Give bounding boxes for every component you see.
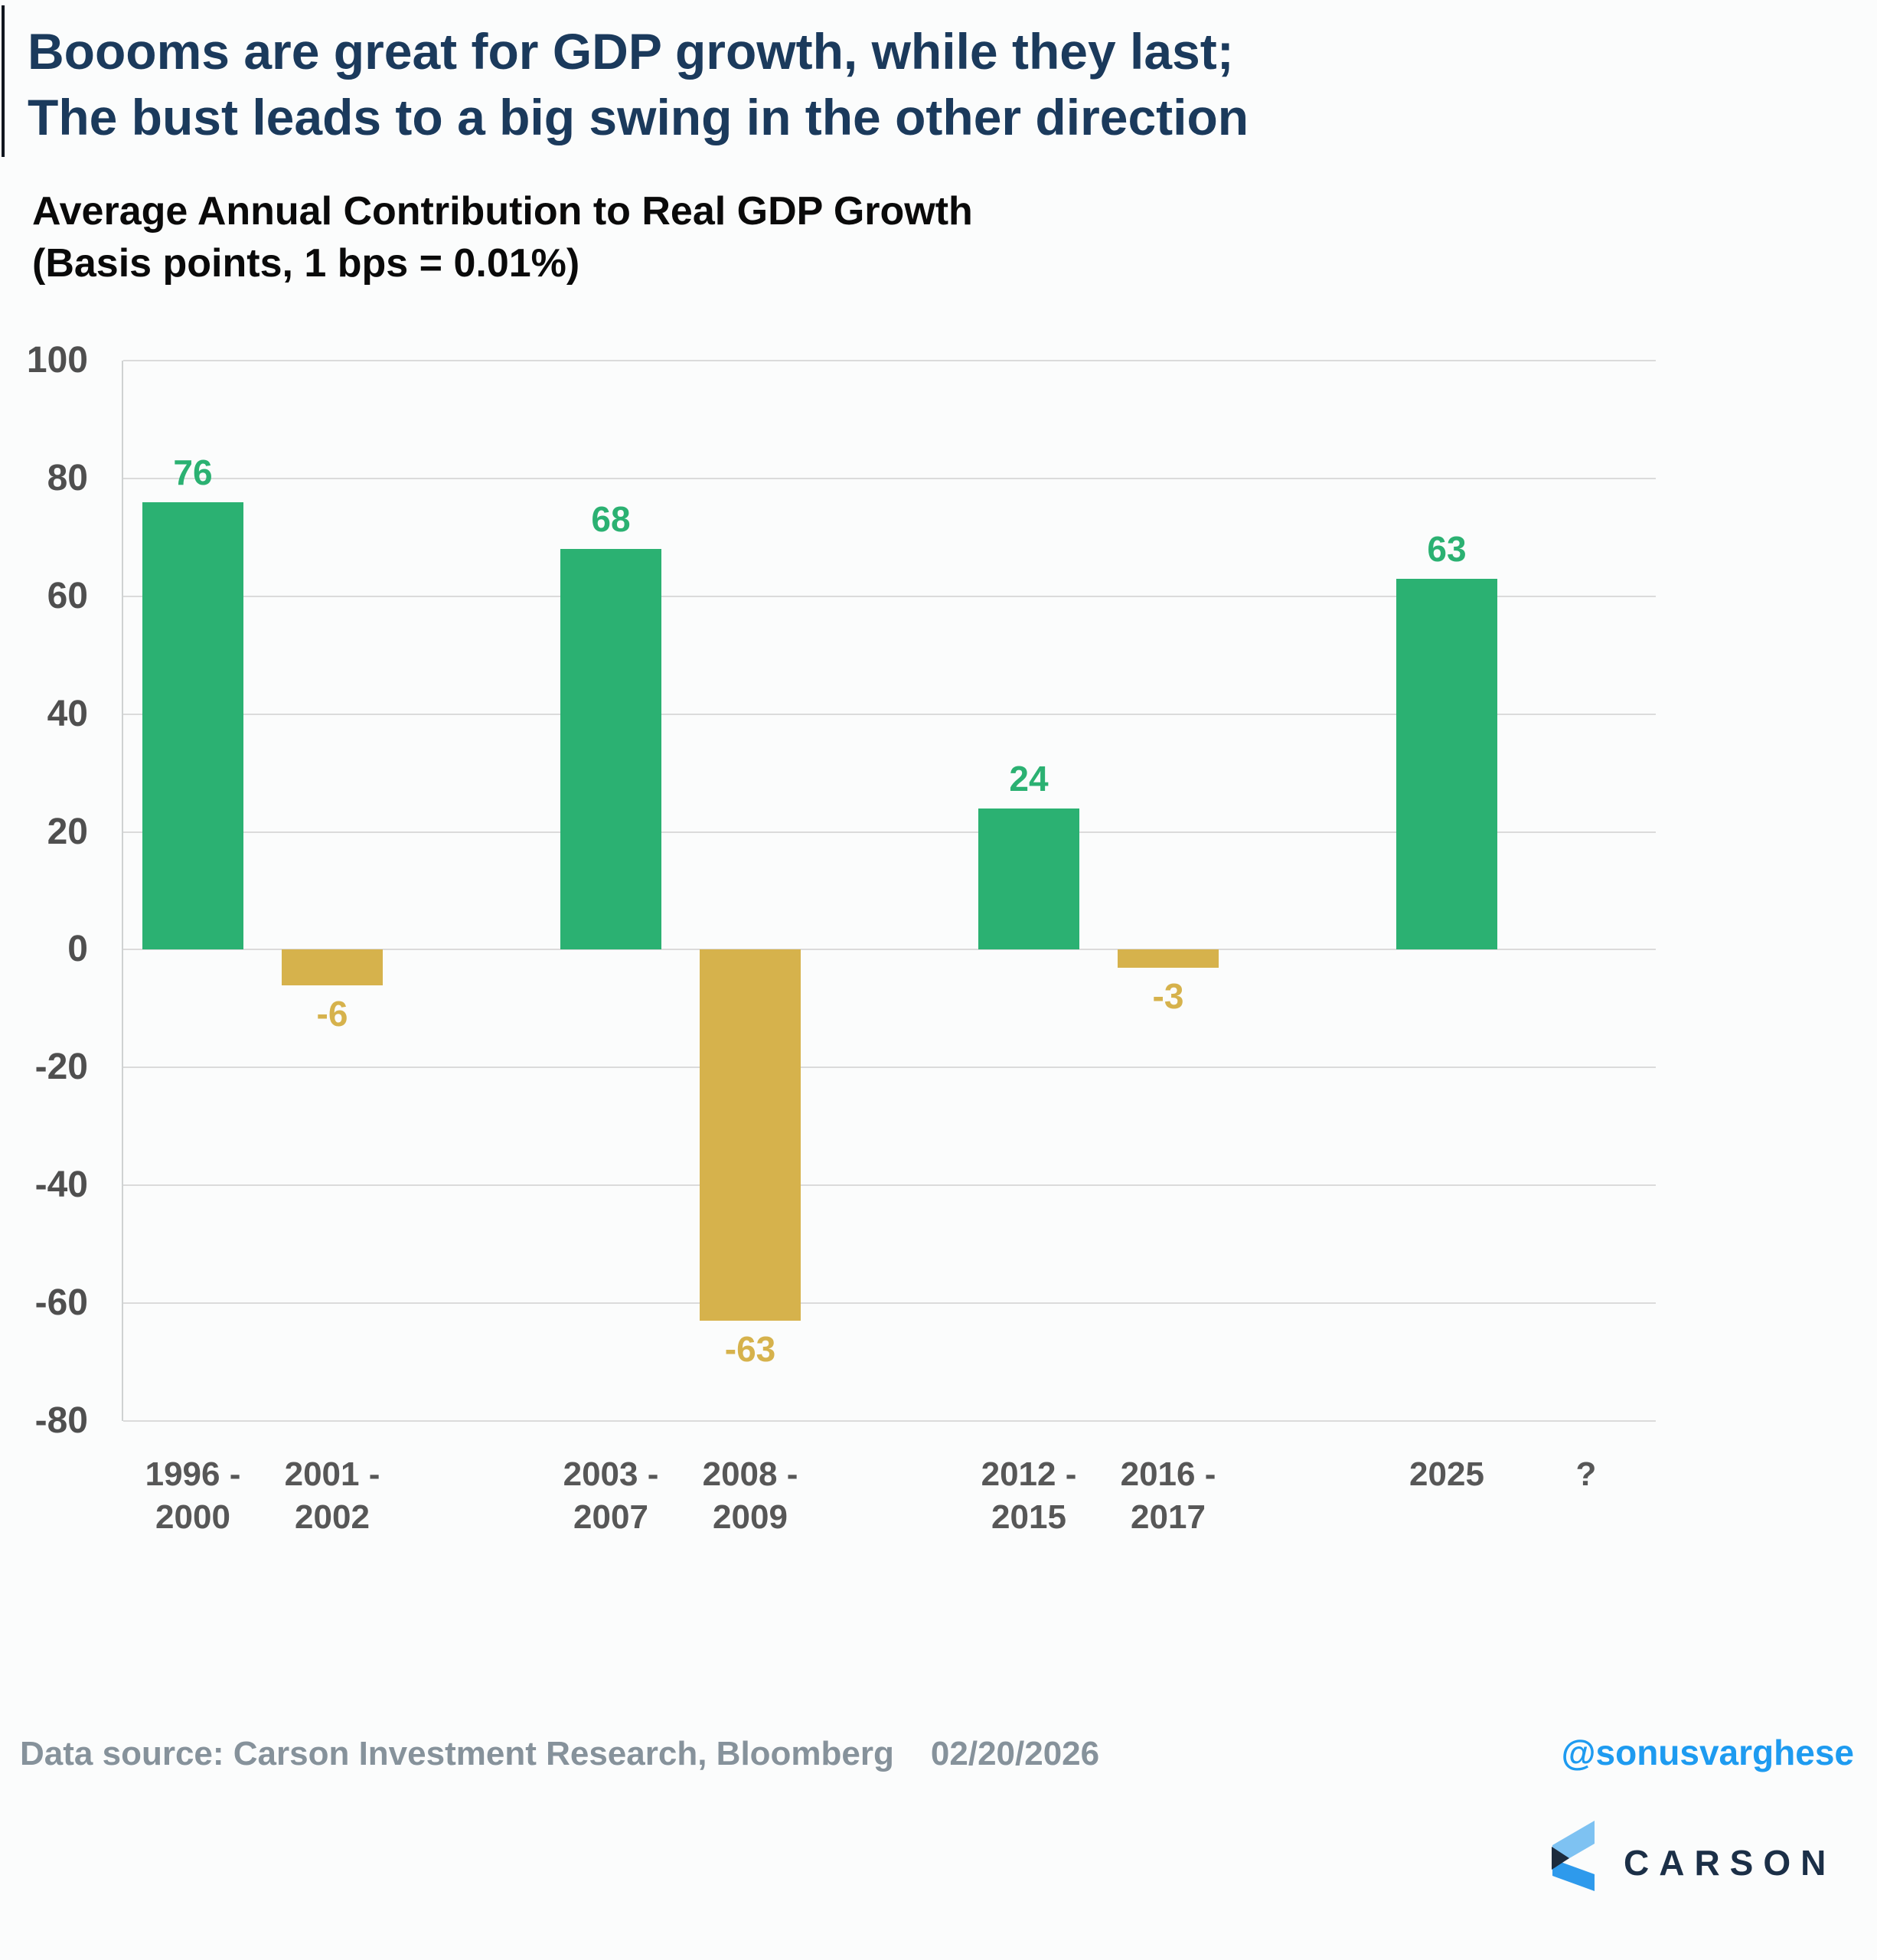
bar-value-label-2: 68 [591,499,631,540]
bar-value-label-1: -6 [316,993,348,1034]
bar-value-label-4: 24 [1009,758,1049,799]
gridline-80 [123,477,1656,479]
bar-value-label-5: -3 [1152,975,1184,1016]
page-title-line2: The bust leads to a big swing in the oth… [28,89,1249,145]
gridline-100 [123,360,1656,361]
x-axis-label-0: 1996 - 2000 [145,1455,241,1536]
data-source-text: Data source: Carson Investment Research,… [20,1735,894,1772]
chart-subtitle: Average Annual Contribution to Real GDP … [32,185,973,289]
gridline--40 [123,1184,1656,1187]
screen-edge-artifact [2,5,5,157]
x-axis-label-2: 2003 - 2007 [563,1455,659,1536]
y-tick-label-0: 0 [67,929,88,970]
chart-subtitle-line2: (Basis points, 1 bps = 0.01%) [32,241,580,286]
gridline--80 [123,1420,1656,1422]
gridline-40 [123,713,1656,715]
y-tick-label--80: -80 [34,1400,88,1441]
gridline-60 [123,595,1656,597]
y-tick-label-100: 100 [26,340,88,381]
x-axis-label-7: ? [1575,1455,1597,1493]
y-tick-label--20: -20 [34,1047,88,1088]
bar-0 [142,501,243,950]
y-tick-label--40: -40 [34,1165,88,1206]
y-tick-label-20: 20 [47,811,88,852]
plot-area: 1996 - 2000 76 2001 - 2002 -6 2003 - 2007 68 2… [122,360,1656,1536]
bar-5 [1118,949,1219,968]
chart-subtitle-line1: Average Annual Contribution to Real GDP … [32,189,973,234]
y-tick-label-80: 80 [47,457,88,498]
carson-logo-wordmark: CARSON [1624,1843,1836,1883]
x-axis-label-3: 2008 - 2009 [702,1455,798,1536]
bar-6 [1396,578,1497,950]
data-source: Data source: Carson Investment Research,… [20,1734,1099,1774]
y-tick-label-40: 40 [47,693,88,734]
bar-value-label-0: 76 [173,452,213,492]
y-axis: 100 80 60 40 20 0 -20 -40 -60 -80 [0,342,88,1439]
bar-value-label-3: -63 [724,1329,776,1370]
x-axis-label-6: 2025 [1409,1455,1484,1493]
page-title: Boooms are great for GDP growth, while t… [28,18,1249,150]
gridline-0 [123,949,1656,951]
y-tick-label-60: 60 [47,575,88,616]
twitter-handle[interactable]: @sonusvarghese [1561,1733,1854,1772]
x-axis-label-4: 2012 - 2015 [981,1455,1077,1536]
gridline-20 [123,831,1656,833]
gridline--20 [123,1067,1656,1069]
bar-chart: 100 80 60 40 20 0 -20 -40 -60 -80 1996 - 2000 76 20… [0,342,1877,1573]
bar-1 [282,949,383,985]
carson-logo-icon [1552,1821,1595,1891]
bar-2 [560,549,661,950]
bar-value-label-6: 63 [1427,528,1467,569]
bar-4 [978,808,1079,950]
bar-3 [700,949,801,1321]
page-title-line1: Boooms are great for GDP growth, while t… [28,23,1234,80]
y-tick-label--60: -60 [34,1282,88,1324]
chart-date: 02/20/2026 [930,1735,1100,1772]
x-axis-label-5: 2016 - 2017 [1120,1455,1216,1536]
carson-logo: CARSON [1552,1821,1858,1894]
x-axis-label-1: 2001 - 2002 [284,1455,380,1536]
gridline--60 [123,1302,1656,1305]
